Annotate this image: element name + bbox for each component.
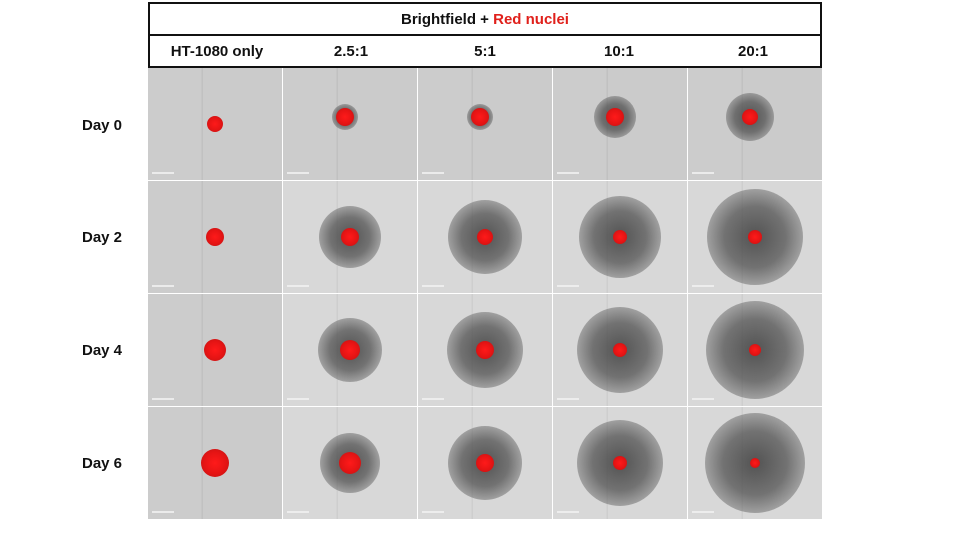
micrograph-tile	[418, 68, 552, 180]
red-nuclei-core	[341, 228, 359, 246]
column-header: HT-1080 only	[170, 42, 264, 60]
column-header: 2.5:1	[333, 42, 369, 60]
row-label: Day 6	[81, 455, 123, 472]
red-nuclei-core	[613, 343, 627, 357]
red-nuclei-core	[476, 341, 494, 359]
scale-bar	[557, 172, 579, 174]
column-header: 5:1	[474, 42, 496, 60]
scale-bar	[287, 511, 309, 513]
red-nuclei-core	[748, 230, 762, 244]
scale-bar	[152, 511, 174, 513]
micrograph-tile	[148, 68, 282, 180]
red-nuclei-core	[201, 449, 229, 477]
micrograph-tile	[148, 294, 282, 406]
micrograph-tile	[283, 68, 417, 180]
red-nuclei-core	[477, 229, 493, 245]
scale-bar	[692, 172, 714, 174]
micrograph-tile	[553, 181, 687, 293]
image-grid	[148, 68, 822, 520]
scale-bar	[152, 172, 174, 174]
red-nuclei-core	[613, 456, 627, 470]
micrograph-tile	[418, 407, 552, 519]
title-highlight: Red nuclei	[493, 10, 569, 28]
red-nuclei-core	[613, 230, 627, 244]
title-prefix: Brightfield +	[401, 10, 489, 28]
scale-bar	[287, 398, 309, 400]
micrograph-tile	[148, 181, 282, 293]
red-nuclei-core	[605, 108, 624, 127]
micrograph-tile	[553, 68, 687, 180]
micrograph-tile	[688, 407, 822, 519]
scale-bar	[152, 285, 174, 287]
red-nuclei-core	[741, 109, 758, 126]
micrograph-tile	[283, 294, 417, 406]
scale-bar	[557, 511, 579, 513]
red-nuclei-core	[749, 344, 761, 356]
micrograph-tile	[553, 407, 687, 519]
red-nuclei-core	[340, 340, 360, 360]
scale-bar	[557, 398, 579, 400]
micrograph-tile	[283, 407, 417, 519]
micrograph-tile	[688, 294, 822, 406]
column-header: 20:1	[737, 42, 769, 60]
scale-bar	[422, 172, 444, 174]
micrograph-tile	[688, 181, 822, 293]
column-header-row: HT-1080 only 2.5:1 5:1 10:1 20:1	[148, 36, 822, 68]
scale-bar	[422, 511, 444, 513]
red-nuclei-core	[207, 116, 223, 132]
red-nuclei-core	[335, 108, 354, 127]
scale-bar	[692, 285, 714, 287]
red-nuclei-core	[206, 228, 224, 246]
scale-bar	[287, 172, 309, 174]
micrograph-tile	[553, 294, 687, 406]
scale-bar	[152, 398, 174, 400]
red-nuclei-core	[339, 452, 361, 474]
red-nuclei-core	[750, 458, 760, 468]
scale-bar	[557, 285, 579, 287]
row-label: Day 0	[81, 117, 123, 134]
figure-title: Brightfield + Red nuclei	[148, 2, 822, 36]
scale-bar	[287, 285, 309, 287]
scale-bar	[692, 398, 714, 400]
red-nuclei-core	[204, 339, 226, 361]
scale-bar	[422, 398, 444, 400]
micrograph-tile	[283, 181, 417, 293]
row-label: Day 4	[81, 342, 123, 359]
scale-bar	[422, 285, 444, 287]
red-nuclei-core	[476, 454, 494, 472]
row-label: Day 2	[81, 229, 123, 246]
column-header: 10:1	[603, 42, 635, 60]
micrograph-tile	[148, 407, 282, 519]
micrograph-tile	[418, 294, 552, 406]
red-nuclei-core	[470, 108, 489, 127]
micrograph-tile	[418, 181, 552, 293]
micrograph-tile	[688, 68, 822, 180]
scale-bar	[692, 511, 714, 513]
